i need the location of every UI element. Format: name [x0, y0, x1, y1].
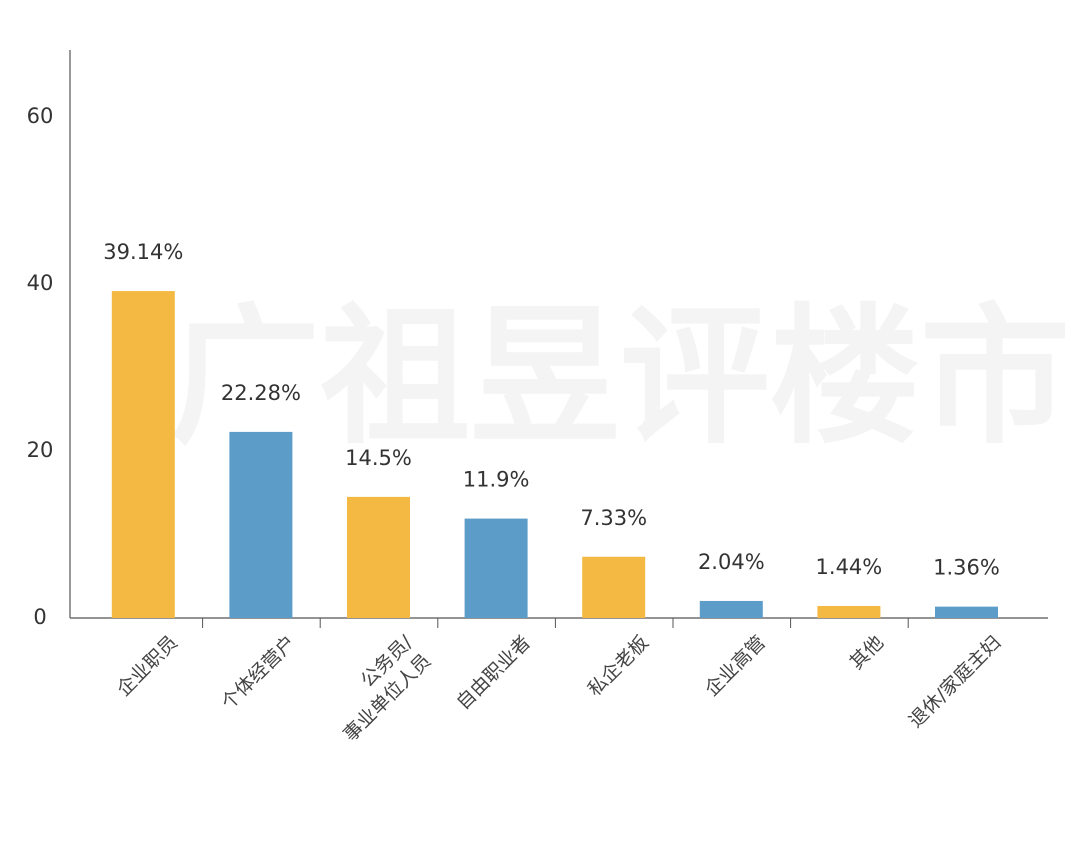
value-label: 11.9%	[463, 468, 530, 492]
bar	[229, 431, 293, 618]
bar	[699, 600, 763, 618]
value-label: 7.33%	[580, 506, 647, 530]
y-tick-label: 60	[27, 104, 54, 128]
value-label: 14.5%	[345, 446, 412, 470]
value-label: 1.44%	[816, 555, 883, 579]
value-label: 22.28%	[221, 381, 301, 405]
bar	[464, 518, 528, 618]
bar	[817, 605, 881, 618]
y-tick-label: 20	[27, 438, 54, 462]
bar	[347, 496, 410, 618]
bar	[111, 291, 175, 618]
value-label: 39.14%	[103, 240, 183, 264]
bar	[582, 556, 646, 618]
value-label: 2.04%	[698, 550, 765, 574]
bar	[935, 606, 998, 618]
y-tick-label: 40	[27, 271, 54, 295]
y-tick-label: 0	[33, 605, 46, 629]
value-label: 1.36%	[933, 556, 1000, 580]
watermark: 广祖昱评楼市	[170, 289, 1070, 465]
